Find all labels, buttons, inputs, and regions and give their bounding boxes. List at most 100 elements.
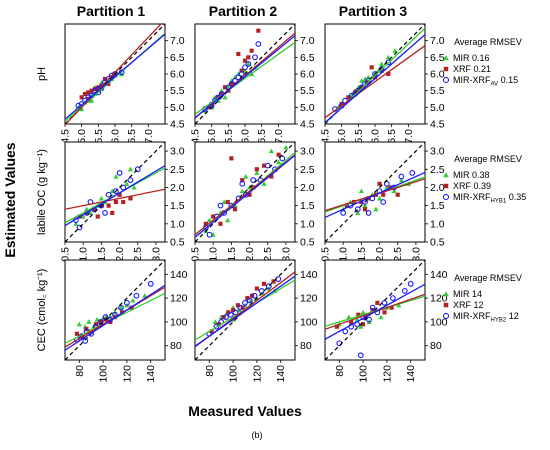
data-point-xrf bbox=[229, 156, 234, 161]
data-point-xrf bbox=[89, 88, 94, 93]
data-point-mir-xrf bbox=[383, 180, 390, 187]
x-tick-label: 0.5 bbox=[320, 247, 332, 262]
data-point-mir-xrf bbox=[235, 74, 242, 81]
data-point-xrf bbox=[344, 203, 349, 208]
fit-line-mir-xrf bbox=[65, 33, 165, 120]
y-tick-label: 6.0 bbox=[170, 69, 185, 81]
data-point-xrf bbox=[92, 207, 97, 212]
data-point-xrf bbox=[239, 68, 244, 73]
y-tick-label: 5.5 bbox=[300, 85, 315, 97]
one-to-one-line bbox=[65, 142, 165, 242]
x-tick-label: 4.5 bbox=[60, 129, 72, 144]
data-point-mir bbox=[73, 221, 79, 226]
panel-1-1: 4.5 4.5 5.0 5.0 5.5 5.5 6.0 6.0 6.5 6.5 7.0 7.0 bbox=[60, 23, 185, 144]
y-tick-label: 140 bbox=[430, 269, 448, 281]
fit-line-mir-xrf bbox=[325, 283, 425, 340]
fit-line-xrf bbox=[65, 24, 162, 124]
data-point-mir bbox=[391, 188, 397, 194]
data-point-xrf bbox=[216, 322, 221, 327]
x-tick-label: 6.5 bbox=[126, 129, 138, 144]
row-label-1: pH bbox=[36, 67, 48, 81]
one-to-one-line bbox=[325, 260, 425, 360]
x-tick-label: 140 bbox=[145, 365, 157, 383]
data-point-xrf bbox=[352, 90, 358, 95]
row-label-3: CEC (cmol꜀ kg⁻¹) bbox=[36, 269, 48, 352]
y-tick-label: 3.0 bbox=[300, 146, 315, 158]
data-point-mir bbox=[222, 94, 228, 100]
x-tick-label: 6.5 bbox=[386, 129, 398, 144]
data-point-xrf bbox=[261, 281, 267, 286]
data-point-xrf bbox=[79, 95, 84, 100]
data-point-mir-xrf bbox=[118, 304, 124, 311]
data-point-mir bbox=[130, 297, 136, 303]
data-point-mir-xrf bbox=[255, 41, 262, 47]
data-point-mir-xrf bbox=[105, 191, 112, 198]
x-tick-label: 6.0 bbox=[240, 129, 252, 144]
data-point-xrf bbox=[262, 163, 267, 168]
data-point-mir-xrf bbox=[217, 202, 224, 209]
data-point-mir bbox=[76, 321, 82, 327]
data-point-xrf bbox=[395, 192, 400, 197]
x-tick-label: 3.0 bbox=[280, 247, 292, 262]
fit-line-mir-xrf bbox=[325, 171, 425, 219]
panel-grid: 4.54.55.05.05.55.56.06.06.56.57.07.04.54… bbox=[60, 23, 448, 383]
data-point-xrf bbox=[375, 300, 380, 305]
legend-title-1: Average RMSEV bbox=[454, 37, 522, 47]
panel-letter: (b) bbox=[252, 430, 263, 440]
data-point-xrf bbox=[339, 101, 344, 107]
y-tick-label: 80 bbox=[300, 340, 312, 352]
data-point-mir-xrf bbox=[212, 97, 218, 104]
data-point-xrf bbox=[211, 214, 216, 219]
data-point-xrf bbox=[82, 91, 88, 97]
x-tick-label: 5.5 bbox=[93, 129, 105, 144]
data-point-mir-xrf bbox=[223, 314, 229, 321]
data-point-xrf bbox=[247, 192, 252, 197]
x-tick-label: 120 bbox=[251, 365, 263, 383]
legend-marker-mir bbox=[443, 172, 449, 178]
fit-line-mir-xrf bbox=[65, 165, 165, 227]
x-tick-label: 1.5 bbox=[96, 247, 108, 262]
data-point-xrf bbox=[232, 207, 238, 212]
x-tick-label: 1.0 bbox=[338, 247, 350, 262]
y-tick-label: 2.5 bbox=[430, 164, 445, 176]
data-point-mir-xrf bbox=[232, 309, 239, 316]
data-point-mir bbox=[98, 195, 104, 201]
legend-entry-xrf: XRF 0.21 bbox=[453, 64, 491, 74]
y-tick-label: 2.5 bbox=[170, 164, 185, 176]
data-point-mir bbox=[79, 106, 85, 112]
data-point-mir-xrf bbox=[213, 323, 220, 330]
data-point-mir bbox=[283, 144, 289, 150]
data-point-mir bbox=[398, 177, 404, 183]
data-point-xrf bbox=[209, 329, 214, 334]
y-tick-label: 80 bbox=[170, 340, 182, 352]
data-point-xrf bbox=[92, 86, 98, 92]
y-tick-label: 100 bbox=[300, 316, 318, 328]
y-tick-label: 7.0 bbox=[170, 35, 185, 47]
data-point-mir-xrf bbox=[250, 177, 257, 184]
one-to-one-line bbox=[195, 24, 295, 124]
data-point-mir bbox=[358, 188, 364, 194]
panel-3-2: 80 80 100 100 120 120 140 140 bbox=[194, 259, 318, 383]
y-tick-label: 4.5 bbox=[430, 119, 445, 131]
one-to-one-line bbox=[325, 142, 425, 242]
data-point-xrf bbox=[334, 324, 339, 329]
x-tick-label: 120 bbox=[381, 365, 393, 383]
data-point-mir-xrf bbox=[264, 162, 271, 169]
y-tick-label: 0.5 bbox=[170, 237, 185, 249]
x-tick-label: 1.5 bbox=[226, 247, 238, 262]
data-point-mir-xrf bbox=[206, 231, 213, 238]
x-tick-label: 2.0 bbox=[114, 247, 126, 262]
data-point-xrf bbox=[269, 174, 274, 179]
data-point-xrf bbox=[381, 192, 386, 197]
y-tick-label: 6.5 bbox=[300, 52, 315, 64]
data-point-mir bbox=[142, 293, 148, 298]
y-tick-label: 7.0 bbox=[430, 35, 445, 47]
data-point-xrf bbox=[121, 199, 126, 205]
legend-marker-mir-xrf bbox=[442, 76, 450, 84]
data-point-mir bbox=[378, 314, 384, 320]
y-tick-label: 4.5 bbox=[170, 119, 185, 131]
fit-line-mir-xrf bbox=[325, 34, 425, 124]
data-point-mir bbox=[360, 309, 366, 315]
